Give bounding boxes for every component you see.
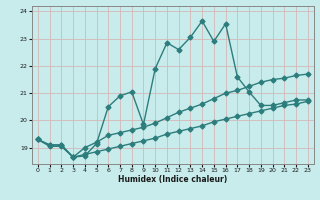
X-axis label: Humidex (Indice chaleur): Humidex (Indice chaleur) bbox=[118, 175, 228, 184]
